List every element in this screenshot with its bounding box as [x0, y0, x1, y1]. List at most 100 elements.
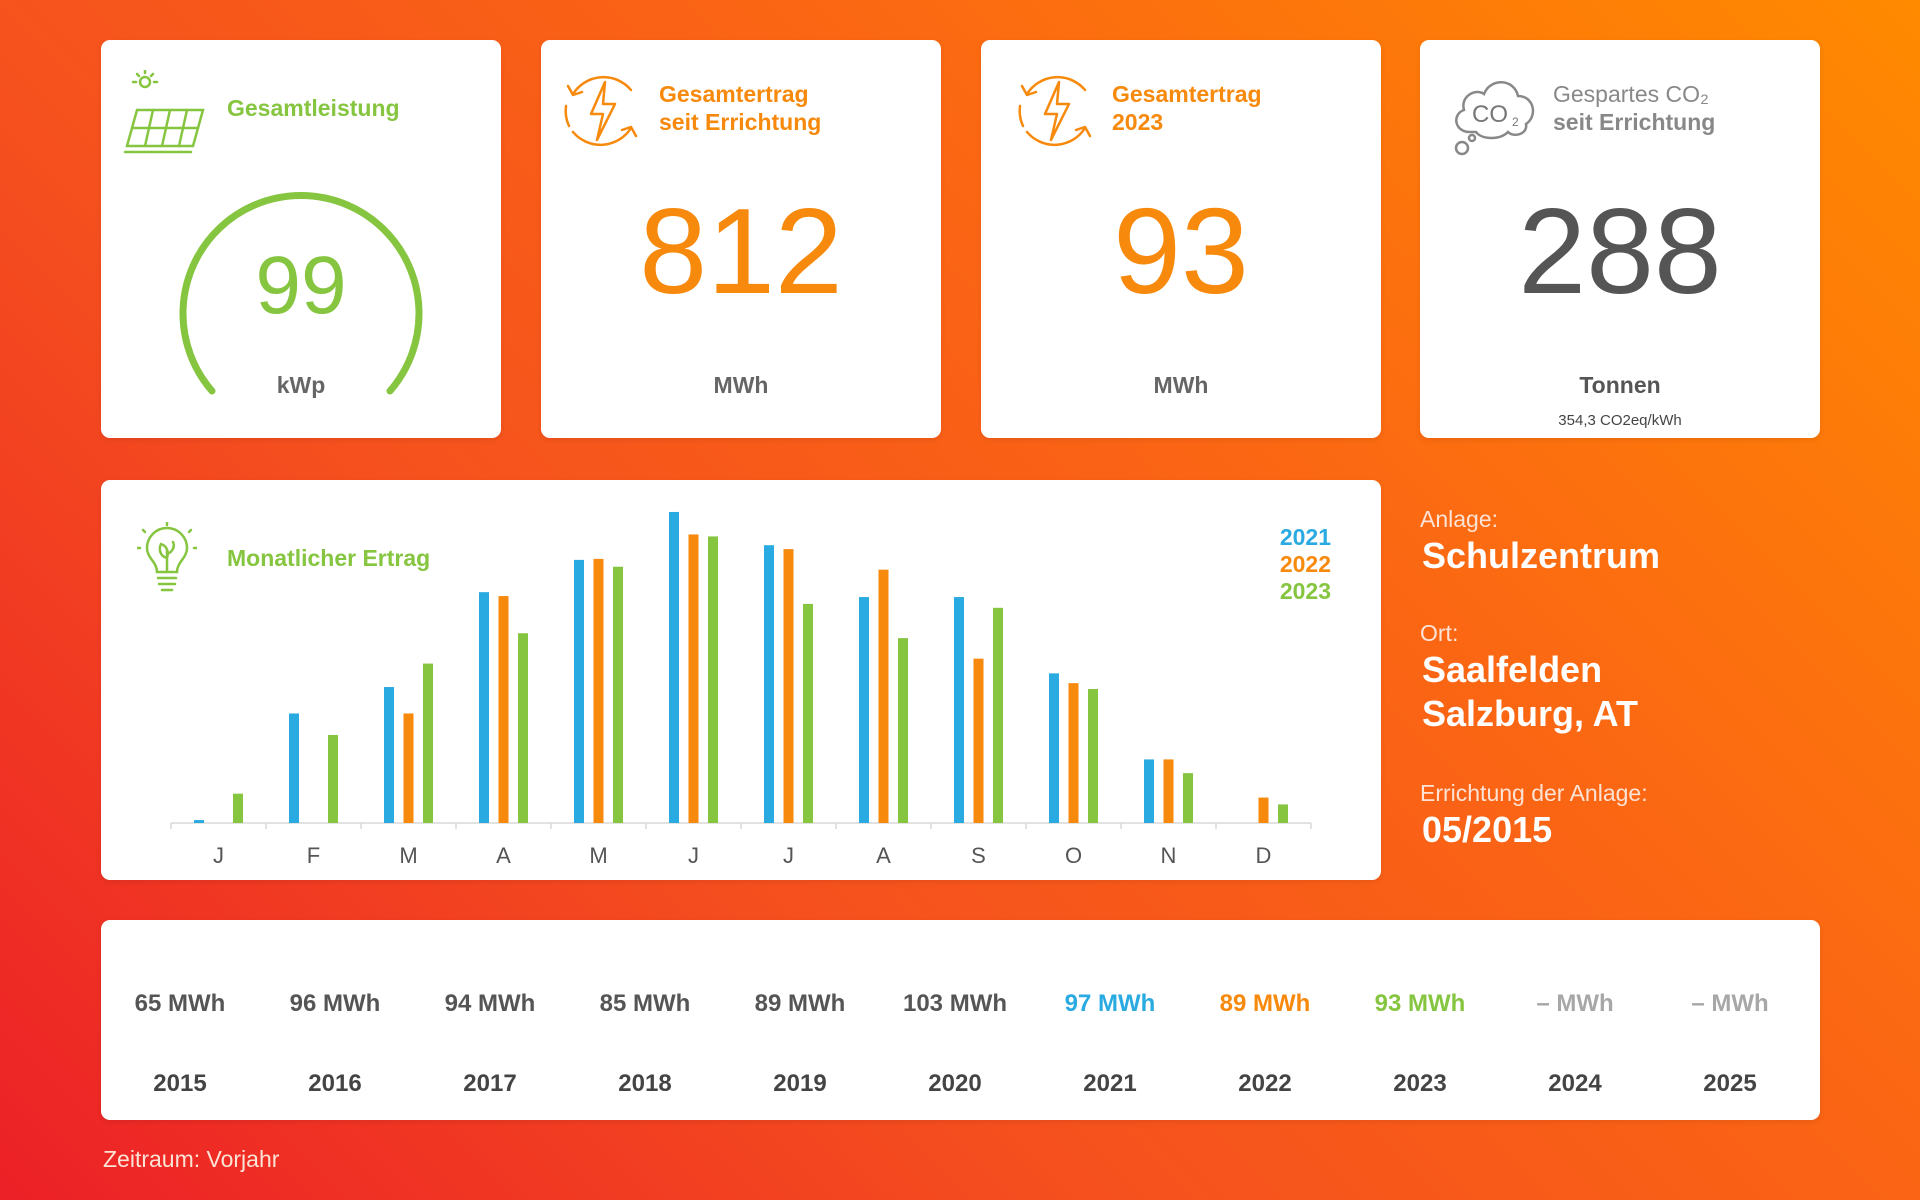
bar-2022-10	[1068, 683, 1079, 823]
bar-2022-12	[1258, 797, 1269, 823]
solar-panel-icon	[123, 70, 205, 154]
bar-2021-10	[1049, 673, 1059, 823]
x-tick-label: J	[688, 843, 699, 868]
bar-2021-4	[479, 592, 489, 823]
bar-2022-8	[878, 569, 889, 823]
ort-label: Ort:	[1420, 620, 1459, 646]
bar-2021-3	[384, 687, 394, 823]
x-tick-label: F	[307, 843, 320, 868]
year-total-value: – MWh	[1691, 990, 1769, 1017]
monthly-chart-card: Monatlicher Ertrag 2021 2022 2023 J F M A M J…	[101, 480, 1381, 880]
x-tick-label: M	[589, 843, 607, 868]
x-tick-label: N	[1161, 843, 1177, 868]
bar-2023-8	[898, 638, 908, 823]
errichtung-label: Errichtung der Anlage:	[1420, 780, 1648, 806]
legend-entry-2023: 2023	[1279, 578, 1331, 604]
ort-line1: Saalfelden	[1422, 649, 1603, 690]
kpi-title-line2: seit Errichtung	[659, 109, 822, 135]
kpi-card-co2: CO 2 Gespartes CO₂ seit Errichtung 288 T…	[1420, 40, 1820, 438]
year-label: 2017	[463, 1070, 517, 1097]
bar-2023-7	[803, 603, 813, 823]
bar-2022-4	[498, 596, 509, 823]
year-total-value: 93 MWh	[1374, 990, 1466, 1017]
bar-2021-9	[954, 597, 964, 823]
x-tick-label: A	[876, 843, 891, 868]
bar-2021-11	[1144, 759, 1154, 823]
x-tick-label: D	[1256, 843, 1272, 868]
svg-text:2: 2	[1512, 115, 1519, 129]
co2-cloud-icon: CO 2	[1454, 81, 1535, 156]
kpi-title-line1: Gesamtertrag	[659, 81, 809, 107]
kpi-title-line2: 2023	[1112, 109, 1164, 135]
bar-2022-3	[403, 713, 414, 823]
bar-2021-6	[669, 511, 679, 823]
kpi-unit: MWh	[713, 372, 769, 398]
kpi-value: 93	[1113, 183, 1249, 319]
x-tick-label: J	[783, 843, 794, 868]
year-total-value: 89 MWh	[754, 990, 846, 1017]
bar-2022-6	[688, 534, 699, 823]
kpi-card-gesamtertrag-year: Gesamtertrag 2023 93 MWh	[981, 40, 1381, 438]
x-tick-label: S	[971, 843, 986, 868]
bar-2023-11	[1183, 773, 1193, 823]
year-label: 2022	[1238, 1070, 1292, 1097]
kpi-title: Gesamtleistung	[227, 95, 400, 121]
year-label: 2016	[308, 1070, 362, 1097]
bar-2021-5	[574, 559, 584, 823]
bar-2023-5	[613, 566, 623, 823]
x-tick-label: O	[1065, 843, 1082, 868]
kpi-unit: MWh	[1153, 372, 1209, 398]
year-label: 2019	[773, 1070, 827, 1097]
kpi-title-line1: Gespartes CO₂	[1553, 81, 1709, 107]
kpi-card-gesamtertrag-total: Gesamtertrag seit Errichtung 812 MWh	[541, 40, 941, 438]
bar-2021-8	[859, 597, 869, 823]
kpi-unit: kWp	[276, 372, 326, 398]
year-label: 2018	[618, 1070, 672, 1097]
year-total-value: – MWh	[1536, 990, 1614, 1017]
x-tick-label: A	[496, 843, 511, 868]
kpi-title: Gespartes CO₂ seit Errichtung	[1553, 80, 1715, 136]
bar-2022-9	[973, 658, 984, 823]
kpi-value: 99	[255, 240, 347, 331]
errichtung-value: 05/2015	[1422, 809, 1553, 850]
kpi-value: 812	[639, 183, 843, 319]
bar-2023-4	[518, 633, 528, 823]
leaf-bulb-icon	[137, 522, 197, 592]
lightning-cycle-icon	[564, 76, 638, 146]
co2-factor-note: 354,3 CO2eq/kWh	[1558, 412, 1682, 429]
svg-text:CO: CO	[1472, 101, 1508, 128]
kpi-title: Gesamtertrag 2023	[1112, 80, 1262, 136]
bar-2021-1	[194, 820, 204, 823]
kpi-value: 288	[1518, 183, 1722, 319]
yearly-totals-card	[101, 920, 1820, 1120]
x-tick-label: M	[399, 843, 417, 868]
bar-2023-10	[1088, 688, 1098, 823]
gauge-arc	[179, 192, 423, 395]
year-total-value: 97 MWh	[1064, 990, 1156, 1017]
bar-2023-9	[993, 607, 1003, 823]
year-label: 2025	[1703, 1070, 1757, 1097]
bar-2023-12	[1278, 804, 1288, 823]
bar-2023-3	[423, 663, 433, 823]
year-total-value: 103 MWh	[902, 990, 1007, 1017]
bar-2023-2	[328, 734, 338, 823]
kpi-title-line1: Gesamtertrag	[1112, 81, 1262, 107]
year-total-value: 94 MWh	[444, 990, 536, 1017]
anlage-value: Schulzentrum	[1422, 535, 1661, 576]
kpi-title: Gesamtertrag seit Errichtung	[659, 80, 821, 136]
year-label: 2024	[1548, 1070, 1602, 1097]
year-label: 2023	[1393, 1070, 1447, 1097]
legend-entry-2022: 2022	[1279, 551, 1331, 577]
year-label: 2020	[928, 1070, 982, 1097]
year-label: 2021	[1083, 1070, 1137, 1097]
kpi-card-gesamtleistung: Gesamtleistung 99 kWp	[101, 40, 501, 438]
kpi-title-line2: seit Errichtung	[1553, 109, 1716, 135]
legend-entry-2021: 2021	[1279, 524, 1331, 550]
bar-2022-7	[783, 549, 794, 823]
year-total-value: 65 MWh	[134, 990, 226, 1017]
bar-2023-1	[233, 793, 243, 823]
bar-2022-11	[1163, 759, 1174, 823]
year-total-value: 89 MWh	[1219, 990, 1311, 1017]
bar-2023-6	[708, 536, 718, 823]
